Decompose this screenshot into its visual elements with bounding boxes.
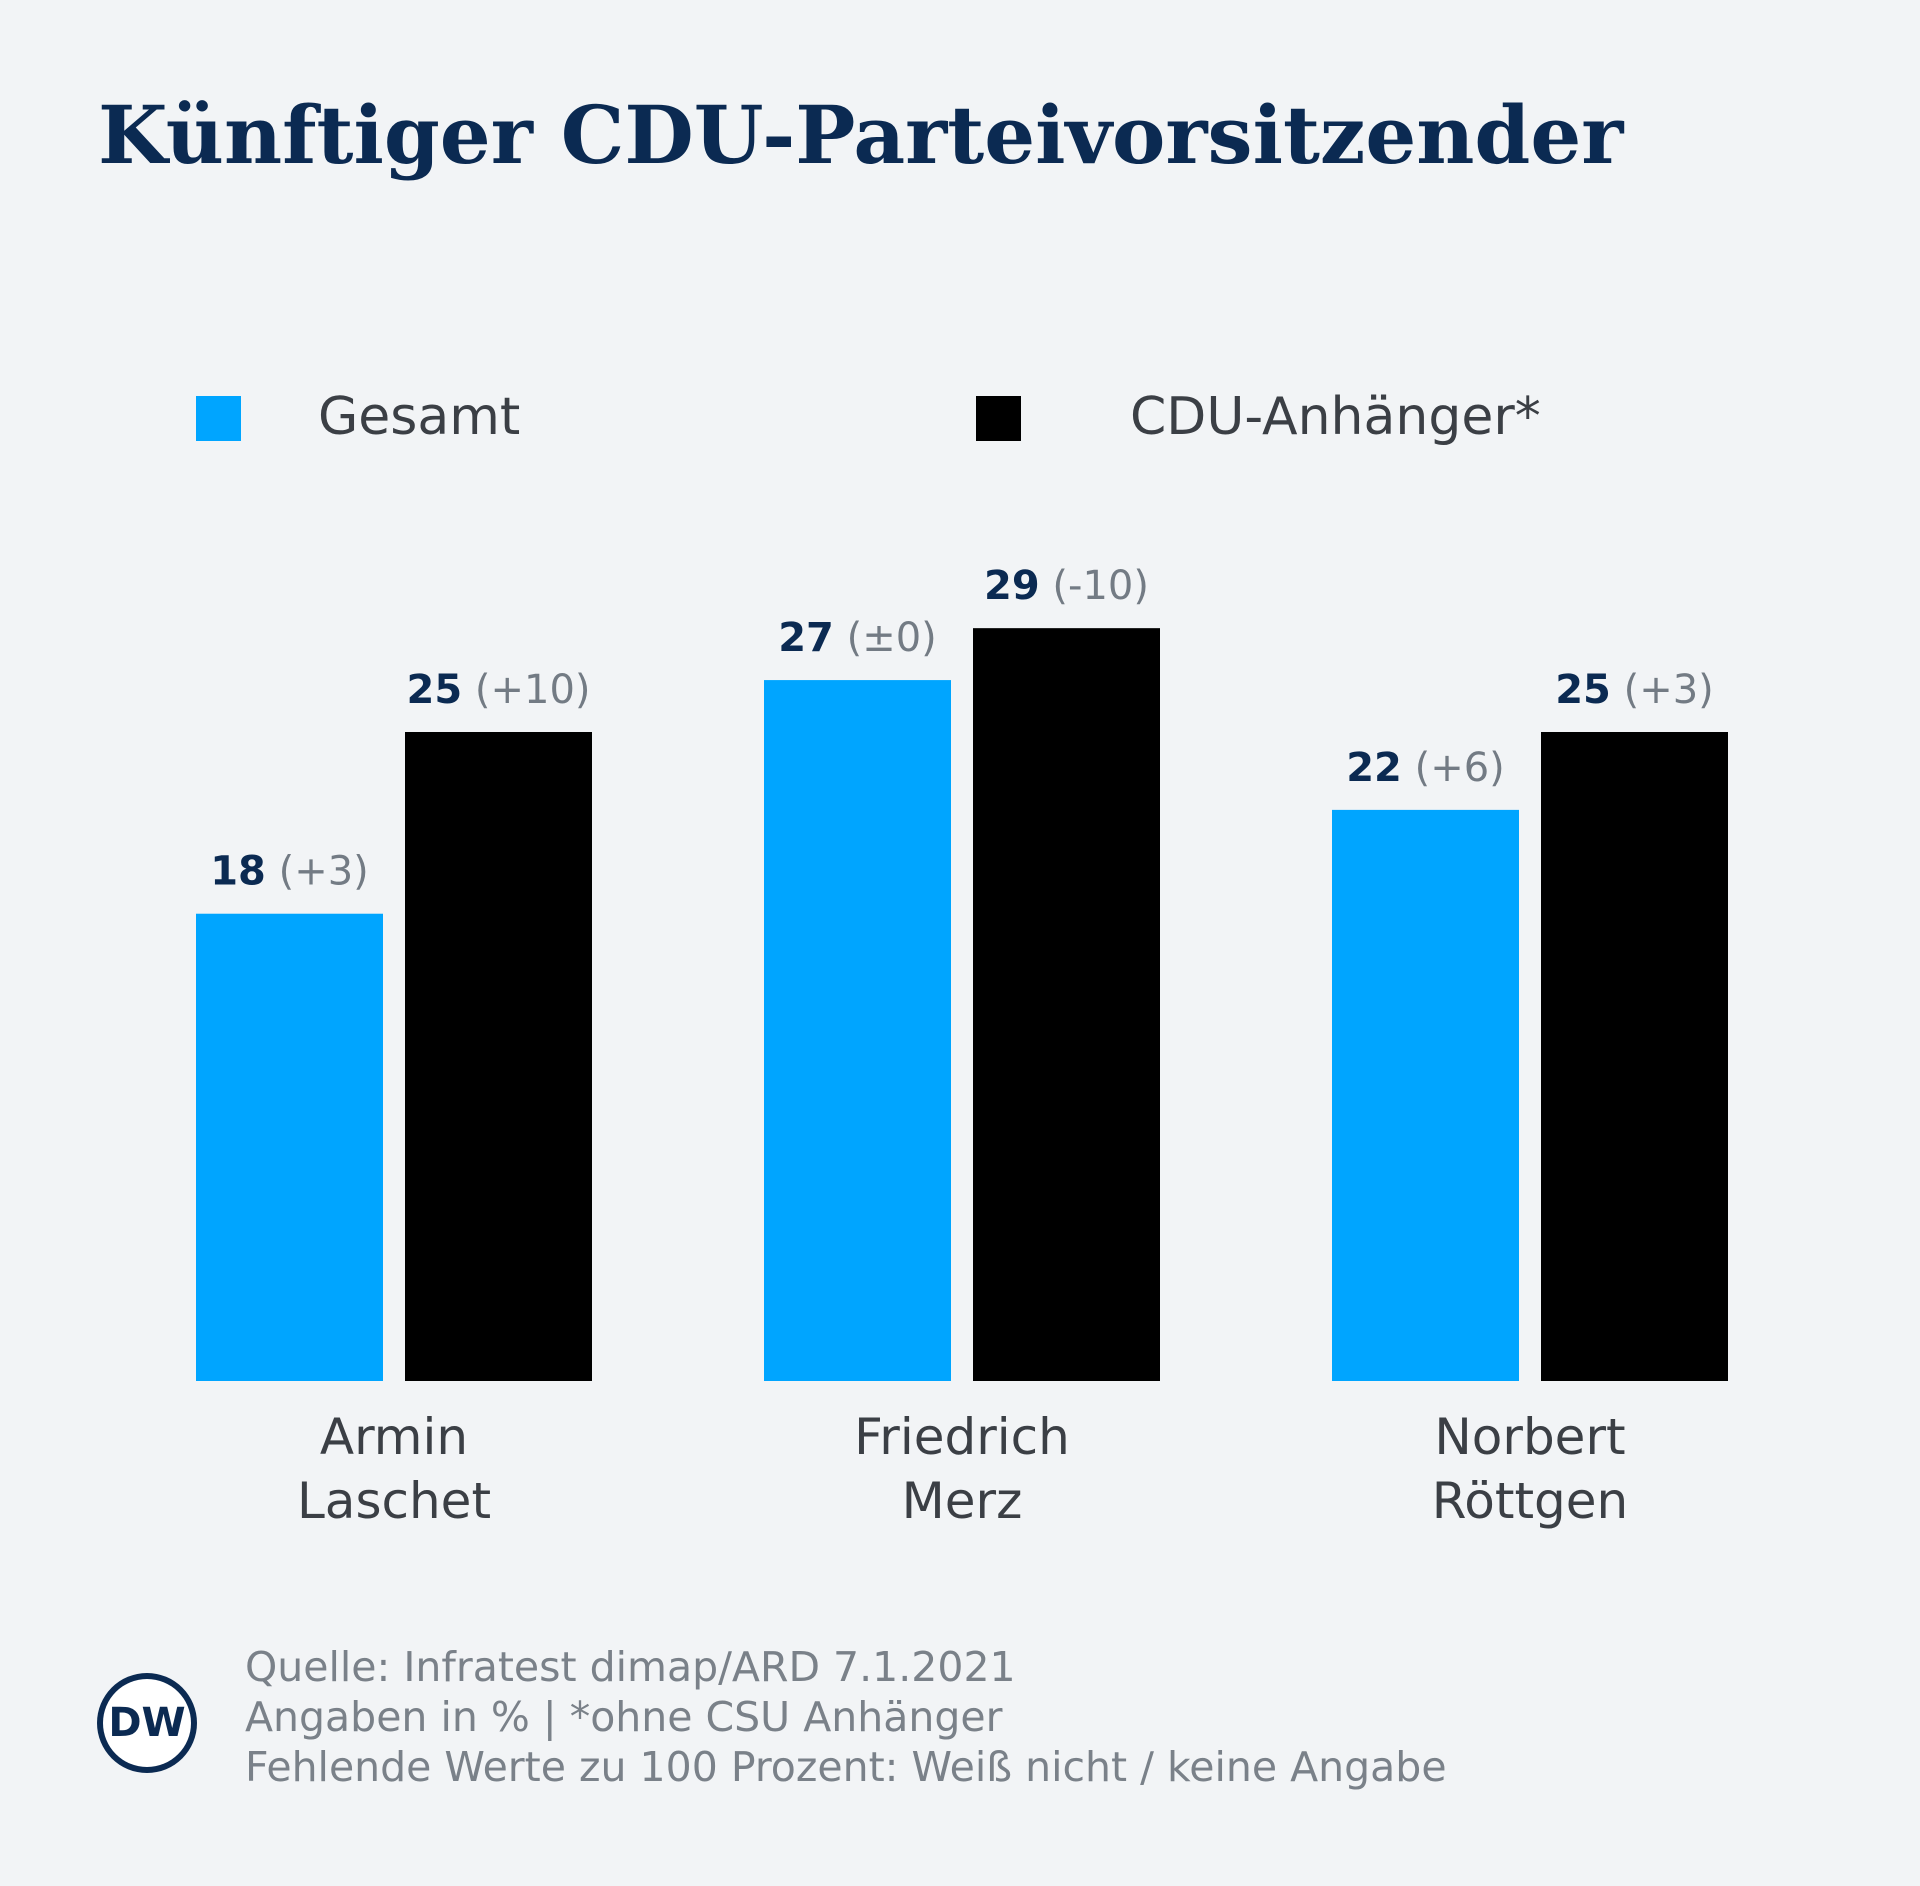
value-gap xyxy=(1402,745,1415,791)
change-label: (+3) xyxy=(1624,667,1714,713)
bar xyxy=(764,680,951,1381)
legend-swatch xyxy=(196,396,241,441)
x-tick-label: Norbert Röttgen xyxy=(1431,1408,1629,1530)
value-label: 29 (-10) xyxy=(984,563,1149,609)
x-tick-label: Armin Laschet xyxy=(296,1408,492,1530)
value-label: 27 (±0) xyxy=(778,615,937,661)
legend-swatch xyxy=(976,396,1021,441)
bar xyxy=(196,913,383,1381)
change-label: (±0) xyxy=(847,615,937,661)
bar xyxy=(405,732,592,1381)
change-label: (+10) xyxy=(475,667,591,713)
chart-title: Künftiger CDU-Parteivorsitzender xyxy=(98,88,1624,182)
value-label: 18 (+3) xyxy=(210,849,369,895)
value-gap xyxy=(462,667,475,713)
bar xyxy=(973,628,1160,1381)
value-label: 25 (+10) xyxy=(406,667,590,713)
change-label: (-10) xyxy=(1052,563,1149,609)
value-label: 22 (+6) xyxy=(1346,745,1505,791)
value-gap xyxy=(1611,667,1624,713)
footnote: Fehlende Werte zu 100 Prozent: Weiß nich… xyxy=(245,1743,1447,1791)
value-number: 27 xyxy=(778,615,834,661)
value-gap xyxy=(834,615,847,661)
footnote: Quelle: Infratest dimap/ARD 7.1.2021 xyxy=(245,1643,1016,1691)
value-number: 22 xyxy=(1346,745,1402,791)
legend-label: Gesamt xyxy=(318,387,520,447)
value-number: 25 xyxy=(1555,667,1611,713)
legend-label: CDU-Anhänger* xyxy=(1130,387,1541,447)
bar xyxy=(1332,809,1519,1381)
bar xyxy=(1541,732,1728,1381)
value-label: 25 (+3) xyxy=(1555,667,1714,713)
footnote: Angaben in % | *ohne CSU Anhänger xyxy=(245,1693,1003,1741)
value-gap xyxy=(1040,563,1053,609)
value-gap xyxy=(266,849,279,895)
value-number: 25 xyxy=(406,667,462,713)
change-label: (+6) xyxy=(1415,745,1505,791)
change-label: (+3) xyxy=(279,849,369,895)
x-tick-label: Friedrich Merz xyxy=(854,1408,1070,1530)
logo-text: DW xyxy=(108,1700,185,1746)
value-number: 29 xyxy=(984,563,1040,609)
logo-inner xyxy=(103,1679,191,1767)
value-number: 18 xyxy=(210,849,266,895)
